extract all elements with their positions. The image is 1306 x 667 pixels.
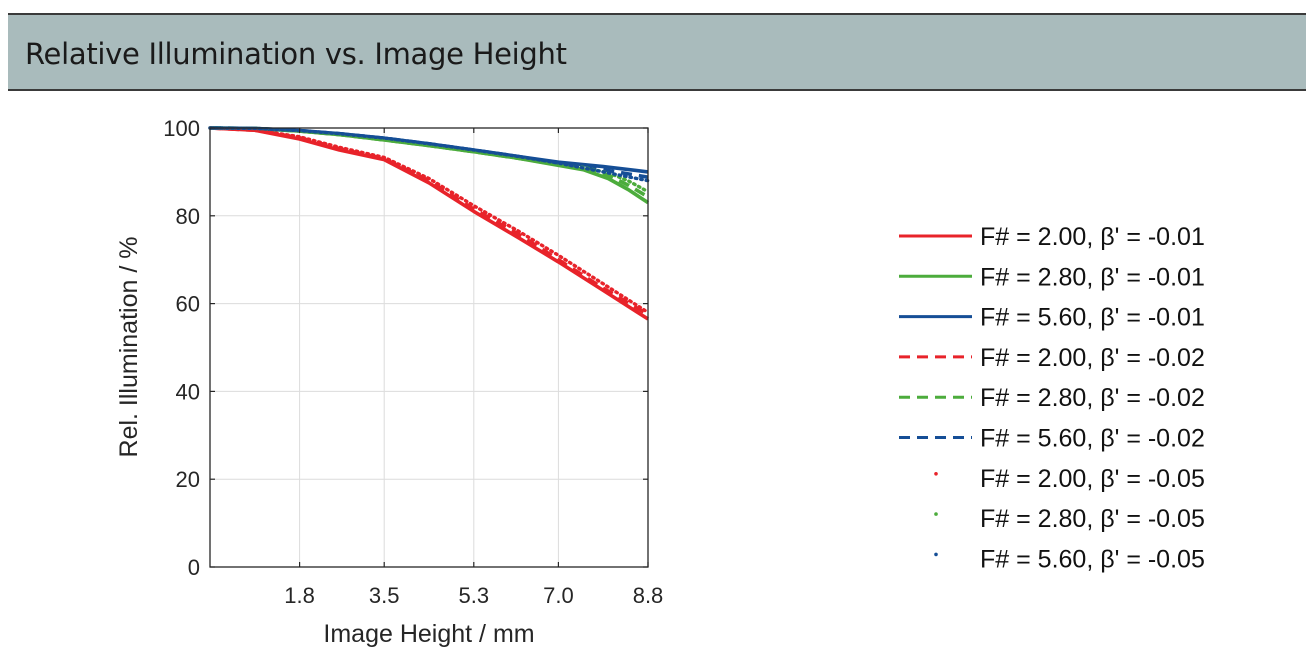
legend-entry-2: F# = 2.80, β' = -0.01 bbox=[980, 263, 1205, 291]
x-tick-label: 1.8 bbox=[284, 583, 315, 608]
legend-entry-8: F# = 2.80, β' = -0.05 bbox=[980, 505, 1205, 533]
legend-marker-8 bbox=[934, 512, 938, 516]
y-tick-label: 0 bbox=[188, 555, 200, 580]
legend-marker-9 bbox=[934, 552, 938, 557]
x-tick-label: 5.3 bbox=[458, 583, 489, 608]
legend-entry-5: F# = 2.80, β' = -0.02 bbox=[980, 384, 1205, 412]
legend-marker-7 bbox=[934, 472, 938, 476]
legend-entry-1: F# = 2.00, β' = -0.01 bbox=[980, 223, 1205, 251]
series-line-7 bbox=[208, 126, 650, 315]
axis-ticks: 1.8 3.5 5.3 7.0 8.8 0 20 40 60 80 100 bbox=[163, 116, 663, 608]
x-axis-label: Image Height / mm bbox=[323, 620, 534, 648]
legend: F# = 2.00, β' = -0.01 F# = 2.80, β' = -0.… bbox=[899, 223, 1205, 573]
legend-entry-7: F# = 2.00, β' = -0.05 bbox=[980, 465, 1205, 493]
legend-entry-3: F# = 5.60, β' = -0.01 bbox=[980, 304, 1205, 332]
y-tick-label: 100 bbox=[163, 116, 200, 141]
y-tick-label: 80 bbox=[176, 204, 200, 229]
series-line-9 bbox=[208, 126, 650, 183]
plot-frame bbox=[209, 127, 649, 568]
x-tick-label: 3.5 bbox=[369, 583, 400, 608]
legend-entry-4: F# = 2.00, β' = -0.02 bbox=[980, 344, 1205, 372]
y-axis-label: Rel. Illumination / % bbox=[115, 237, 143, 458]
grid-lines bbox=[210, 127, 649, 568]
x-tick-label: 7.0 bbox=[543, 583, 574, 608]
series-line-5 bbox=[209, 126, 649, 199]
x-tick-label: 8.8 bbox=[633, 583, 664, 608]
legend-entry-9: F# = 5.60, β' = -0.05 bbox=[980, 545, 1205, 573]
legend-entry-6: F# = 5.60, β' = -0.02 bbox=[980, 425, 1205, 453]
section-header: Relative Illumination vs. Image Height bbox=[8, 13, 1306, 91]
series-line-4 bbox=[209, 126, 649, 317]
y-tick-label: 60 bbox=[176, 292, 200, 317]
y-tick-label: 40 bbox=[176, 379, 200, 404]
section-title: Relative Illumination vs. Image Height bbox=[25, 37, 567, 71]
y-tick-label: 20 bbox=[176, 467, 200, 492]
data-series bbox=[208, 126, 650, 321]
series-line-1 bbox=[209, 126, 649, 321]
